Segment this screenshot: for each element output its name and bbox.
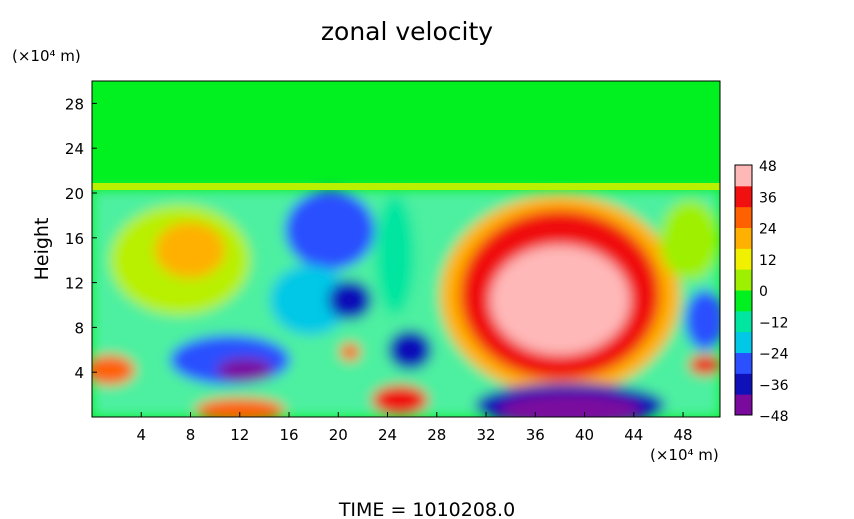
x-tick-label: 48 [674, 426, 693, 444]
colorbar-tick-label: −24 [759, 347, 789, 363]
x-tick-label: 8 [186, 426, 196, 444]
x-tick-label: 12 [230, 426, 249, 444]
colorbar-swatch [735, 185, 752, 208]
plot-frame [91, 80, 721, 418]
colorbar-swatch [735, 352, 752, 374]
x-tick-label: 24 [378, 426, 397, 444]
x-tick-label: 36 [526, 426, 545, 444]
time-footer: TIME = 1010208.0 [338, 499, 515, 519]
chart-title: zonal velocity [321, 17, 493, 46]
y-axis-label: Height [31, 218, 53, 281]
colorbar-tick-label: 48 [759, 159, 777, 175]
colorbar-tick-label: −12 [759, 315, 789, 331]
x-tick-label: 32 [476, 426, 495, 444]
y-tick-label: 16 [65, 230, 84, 248]
colorbar-swatch [735, 248, 752, 270]
x-axis-ticks: 4 8 12 16 20 24 28 32 36 40 44 48 [136, 412, 693, 444]
colorbar-swatch [735, 394, 752, 416]
colorbar-tick-label: 12 [759, 253, 777, 269]
colorbar-tick-label: −36 [759, 378, 789, 394]
velocity-field [92, 81, 720, 417]
x-axis-unit: (×10⁴ m) [650, 446, 719, 464]
y-tick-label: 4 [74, 364, 84, 382]
y-tick-label: 20 [65, 185, 84, 203]
x-tick-label: 20 [329, 426, 348, 444]
colorbar-swatch [735, 373, 752, 395]
colorbar-swatch [735, 165, 752, 187]
colorbar-frame [734, 164, 753, 416]
colorbar: 48 36 24 12 0 −12 −24 −36 −48 [734, 159, 789, 425]
y-tick-label: 24 [65, 140, 84, 158]
colorbar-tick-label: 0 [759, 284, 768, 300]
y-tick-label: 28 [65, 95, 84, 113]
colorbar-tick-label: −48 [759, 409, 789, 425]
colorbar-swatch [735, 227, 752, 249]
x-tick-label: 28 [427, 426, 446, 444]
colorbar-swatch [735, 331, 752, 353]
colorbar-tick-label: 36 [759, 190, 777, 206]
colorbar-swatch [735, 269, 752, 291]
x-tick-label: 4 [136, 426, 146, 444]
colorbar-tick-label: 24 [759, 222, 777, 238]
y-tick-label: 8 [74, 319, 84, 337]
y-axis-unit: (×10⁴ m) [12, 47, 81, 65]
x-tick-label: 16 [279, 426, 298, 444]
colorbar-swatch [735, 290, 752, 312]
x-tick-label: 40 [575, 426, 594, 444]
y-axis-ticks: 4 8 12 16 20 24 28 [65, 95, 97, 382]
y-tick-label: 12 [65, 275, 84, 293]
colorbar-swatch [735, 206, 752, 228]
colorbar-swatch [735, 310, 752, 333]
x-tick-label: 44 [624, 426, 643, 444]
